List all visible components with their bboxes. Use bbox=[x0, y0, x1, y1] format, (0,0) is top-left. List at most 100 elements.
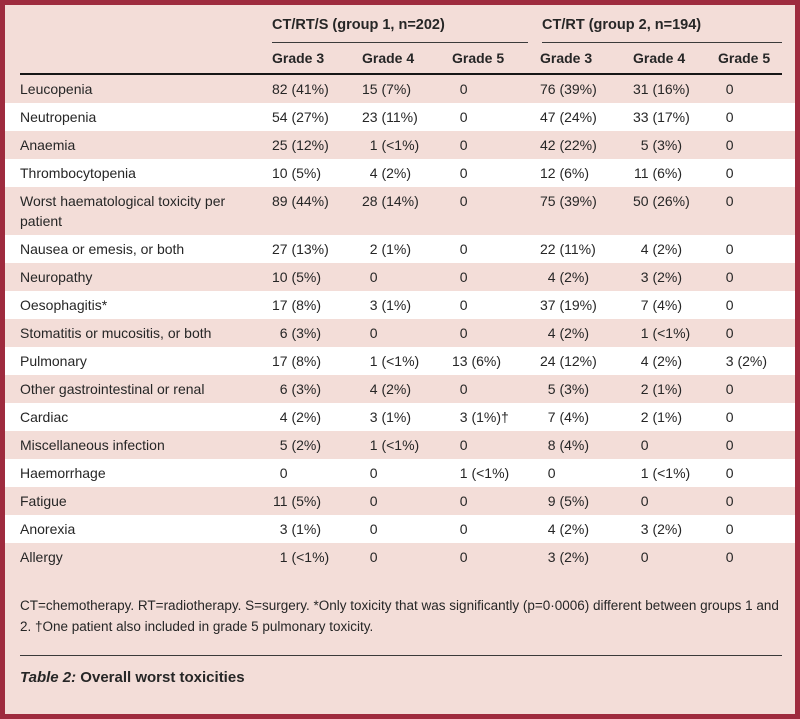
toxicity-row: Allergy 1 (<1%) 0 0 3 (2%) 0 0 bbox=[5, 543, 795, 571]
value-cell: 3 (2%) bbox=[640, 269, 683, 285]
value-cell: 1 (<1%) bbox=[279, 549, 330, 565]
grade4-group2-header: Grade 4 bbox=[633, 50, 686, 66]
value-cell: 5 (3%) bbox=[640, 137, 683, 153]
value-cell: 3 (1%) bbox=[369, 409, 412, 425]
value-cell: 33 (17%) bbox=[633, 109, 690, 125]
group-header-row: CT/RT/S (group 1, n=202) CT/RT (group 2,… bbox=[20, 17, 782, 43]
value-cell: 15 (7%) bbox=[362, 81, 412, 97]
value-cell: 3 (1%) bbox=[279, 521, 322, 537]
value-cell: 0 bbox=[640, 437, 649, 453]
row-label: Worst haematological toxicity per patien… bbox=[20, 193, 226, 229]
value-cell: 2 (1%) bbox=[640, 381, 683, 397]
group2-header: CT/RT (group 2, n=194) bbox=[542, 17, 782, 43]
value-cell: 4 (2%) bbox=[547, 269, 590, 285]
grade5-group1-header: Grade 5 bbox=[452, 50, 505, 66]
toxicity-row: Haemorrhage 0 0 1 (<1%) 0 1 (<1%) 0 bbox=[5, 459, 795, 487]
row-label: Miscellaneous infection bbox=[20, 437, 165, 453]
value-cell: 1 (<1%) bbox=[369, 353, 420, 369]
value-cell: 0 bbox=[725, 241, 734, 257]
row-label: Other gastrointestinal or renal bbox=[20, 381, 205, 397]
header-spacer bbox=[20, 43, 272, 73]
toxicity-row: Anorexia 3 (1%) 0 0 4 (2%) 3 (2%) 0 bbox=[5, 515, 795, 543]
value-cell: 6 (3%) bbox=[279, 325, 322, 341]
value-cell: 3 (2%) bbox=[725, 353, 768, 369]
toxicity-row: Nausea or emesis, or both 27 (13%) 2 (1%) 0… bbox=[5, 235, 795, 263]
value-cell: 4 (2%) bbox=[547, 521, 590, 537]
value-cell: 22 (11%) bbox=[540, 241, 596, 257]
value-cell: 11 (6%) bbox=[634, 165, 683, 181]
table-footnote: CT=chemotherapy. RT=radiotherapy. S=surg… bbox=[20, 598, 779, 634]
value-cell: 0 bbox=[725, 493, 734, 509]
value-cell: 8 (4%) bbox=[547, 437, 590, 453]
row-label: Nausea or emesis, or both bbox=[20, 241, 185, 257]
row-label: Anaemia bbox=[20, 137, 76, 153]
value-cell: 1 (<1%) bbox=[369, 137, 420, 153]
caption-divider bbox=[20, 655, 782, 656]
toxicity-row: Cardiac 4 (2%) 3 (1%) 3 (1%)† 7 (4%) 2 (1%) 0 bbox=[5, 403, 795, 431]
value-cell: 0 bbox=[725, 465, 734, 481]
value-cell: 1 (<1%) bbox=[640, 325, 691, 341]
value-cell: 0 bbox=[725, 81, 734, 97]
value-cell: 42 (22%) bbox=[540, 137, 597, 153]
value-cell: 17 (8%) bbox=[272, 297, 322, 313]
row-label: Neuropathy bbox=[20, 269, 93, 285]
value-cell: 3 (2%) bbox=[640, 521, 683, 537]
toxicity-row: Other gastrointestinal or renal 6 (3%) 4 (… bbox=[5, 375, 795, 403]
value-cell: 0 bbox=[369, 465, 378, 481]
toxicity-row: Neuropathy 10 (5%) 0 0 4 (2%) 3 (2%) 0 bbox=[5, 263, 795, 291]
value-cell: 2 (1%) bbox=[640, 409, 683, 425]
value-cell: 82 (41%) bbox=[272, 81, 329, 97]
row-label: Haemorrhage bbox=[20, 465, 106, 481]
value-cell: 17 (8%) bbox=[272, 353, 322, 369]
value-cell: 27 (13%) bbox=[272, 241, 329, 257]
value-cell: 0 bbox=[459, 493, 468, 509]
row-label: Stomatitis or mucositis, or both bbox=[20, 325, 212, 341]
value-cell: 0 bbox=[459, 381, 468, 397]
value-cell: 4 (2%) bbox=[369, 165, 412, 181]
value-cell: 0 bbox=[459, 437, 468, 453]
value-cell: 10 (5%) bbox=[272, 165, 322, 181]
value-cell: 25 (12%) bbox=[272, 137, 329, 153]
value-cell: 0 bbox=[279, 465, 288, 481]
value-cell: 13 (6%) bbox=[452, 353, 502, 369]
value-cell: 10 (5%) bbox=[272, 269, 322, 285]
group1-header: CT/RT/S (group 1, n=202) bbox=[272, 17, 528, 43]
value-cell: 12 (6%) bbox=[540, 165, 590, 181]
value-cell: 89 (44%) bbox=[272, 193, 329, 209]
value-cell: 2 (1%) bbox=[369, 241, 412, 257]
value-cell: 0 bbox=[459, 165, 468, 181]
grade5-group2-header: Grade 5 bbox=[718, 50, 771, 66]
value-cell: 0 bbox=[459, 109, 468, 125]
toxicity-row: Worst haematological toxicity per patien… bbox=[5, 187, 795, 235]
value-cell: 0 bbox=[640, 493, 649, 509]
value-cell: 6 (3%) bbox=[279, 381, 322, 397]
row-label: Oesophagitis* bbox=[20, 297, 108, 313]
value-cell: 24 (12%) bbox=[540, 353, 597, 369]
toxicity-row: Oesophagitis* 17 (8%) 3 (1%) 0 37 (19%) 7 (4%… bbox=[5, 291, 795, 319]
value-cell: 1 (<1%) bbox=[640, 465, 691, 481]
value-cell: 37 (19%) bbox=[540, 297, 597, 313]
value-cell: 4 (2%) bbox=[640, 353, 683, 369]
value-cell: 0 bbox=[725, 193, 734, 209]
row-label: Leucopenia bbox=[20, 81, 93, 97]
value-cell: 3 (2%) bbox=[547, 549, 590, 565]
caption-table-number: Table 2: bbox=[20, 669, 77, 686]
value-cell: 1 (<1%) bbox=[369, 437, 420, 453]
value-cell: 0 bbox=[459, 297, 468, 313]
value-cell: 3 (1%) bbox=[369, 297, 412, 313]
row-label: Neutropenia bbox=[20, 109, 97, 125]
value-cell: 0 bbox=[369, 269, 378, 285]
value-cell: 0 bbox=[725, 381, 734, 397]
value-cell: 0 bbox=[459, 549, 468, 565]
value-cell: 9 (5%) bbox=[547, 493, 590, 509]
value-cell: 4 (2%) bbox=[640, 241, 683, 257]
table-caption: Table 2: Overall worst toxicities bbox=[20, 669, 780, 686]
value-cell: 0 bbox=[725, 409, 734, 425]
value-cell: 5 (2%) bbox=[279, 437, 322, 453]
row-label: Pulmonary bbox=[20, 353, 87, 369]
value-cell: 0 bbox=[369, 325, 378, 341]
value-cell: 3 (1%)† bbox=[459, 409, 509, 425]
value-cell: 0 bbox=[459, 269, 468, 285]
value-cell: 4 (2%) bbox=[547, 325, 590, 341]
